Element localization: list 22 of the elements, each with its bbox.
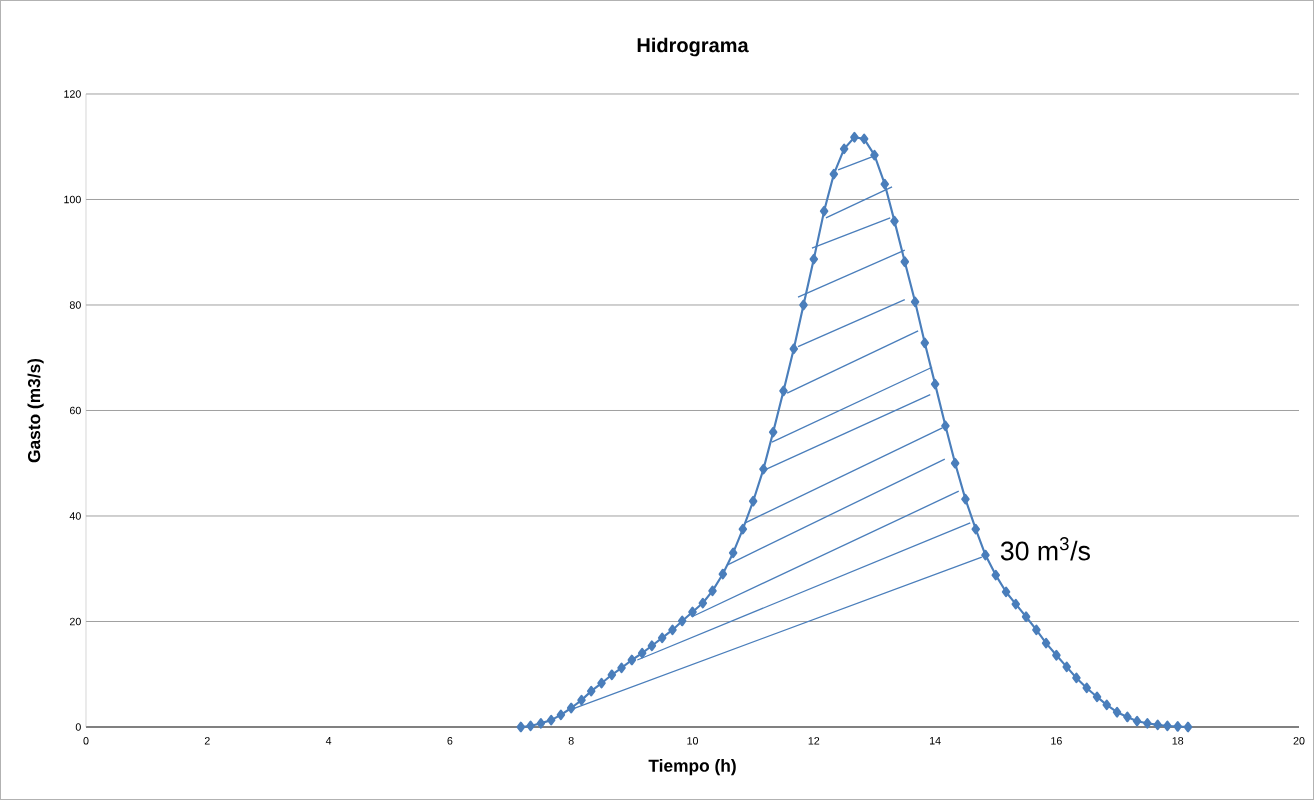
x-axis-title: Tiempo (h) [648,759,736,776]
y-tick-label: 20 [69,617,81,626]
y-tick-label: 120 [64,90,81,98]
y-tick-label: 60 [69,406,81,415]
x-tick-label: 20 [1293,737,1305,745]
x-tick-label: 6 [447,737,453,745]
x-tick-label: 14 [929,737,941,745]
x-tick-label: 2 [204,737,210,745]
x-tick-label: 16 [1051,737,1062,745]
y-tick-label: 80 [69,301,81,309]
x-tick-label: 0 [83,737,89,745]
y-axis-title: Gasto (m3/s) [27,358,44,463]
x-tick-label: 12 [808,737,820,745]
y-tick-label: 40 [69,512,81,520]
chart-title: Hidrograma [637,37,749,57]
x-tick-label: 10 [687,737,699,745]
x-tick-label: 8 [568,737,574,745]
annotation: 30 m$^{3}$/s [1000,537,1090,561]
x-tick-label: 4 [325,737,332,745]
x-tick-label: 18 [1172,737,1184,745]
y-tick-label: 100 [64,195,81,204]
y-tick-label: 0 [75,723,81,731]
